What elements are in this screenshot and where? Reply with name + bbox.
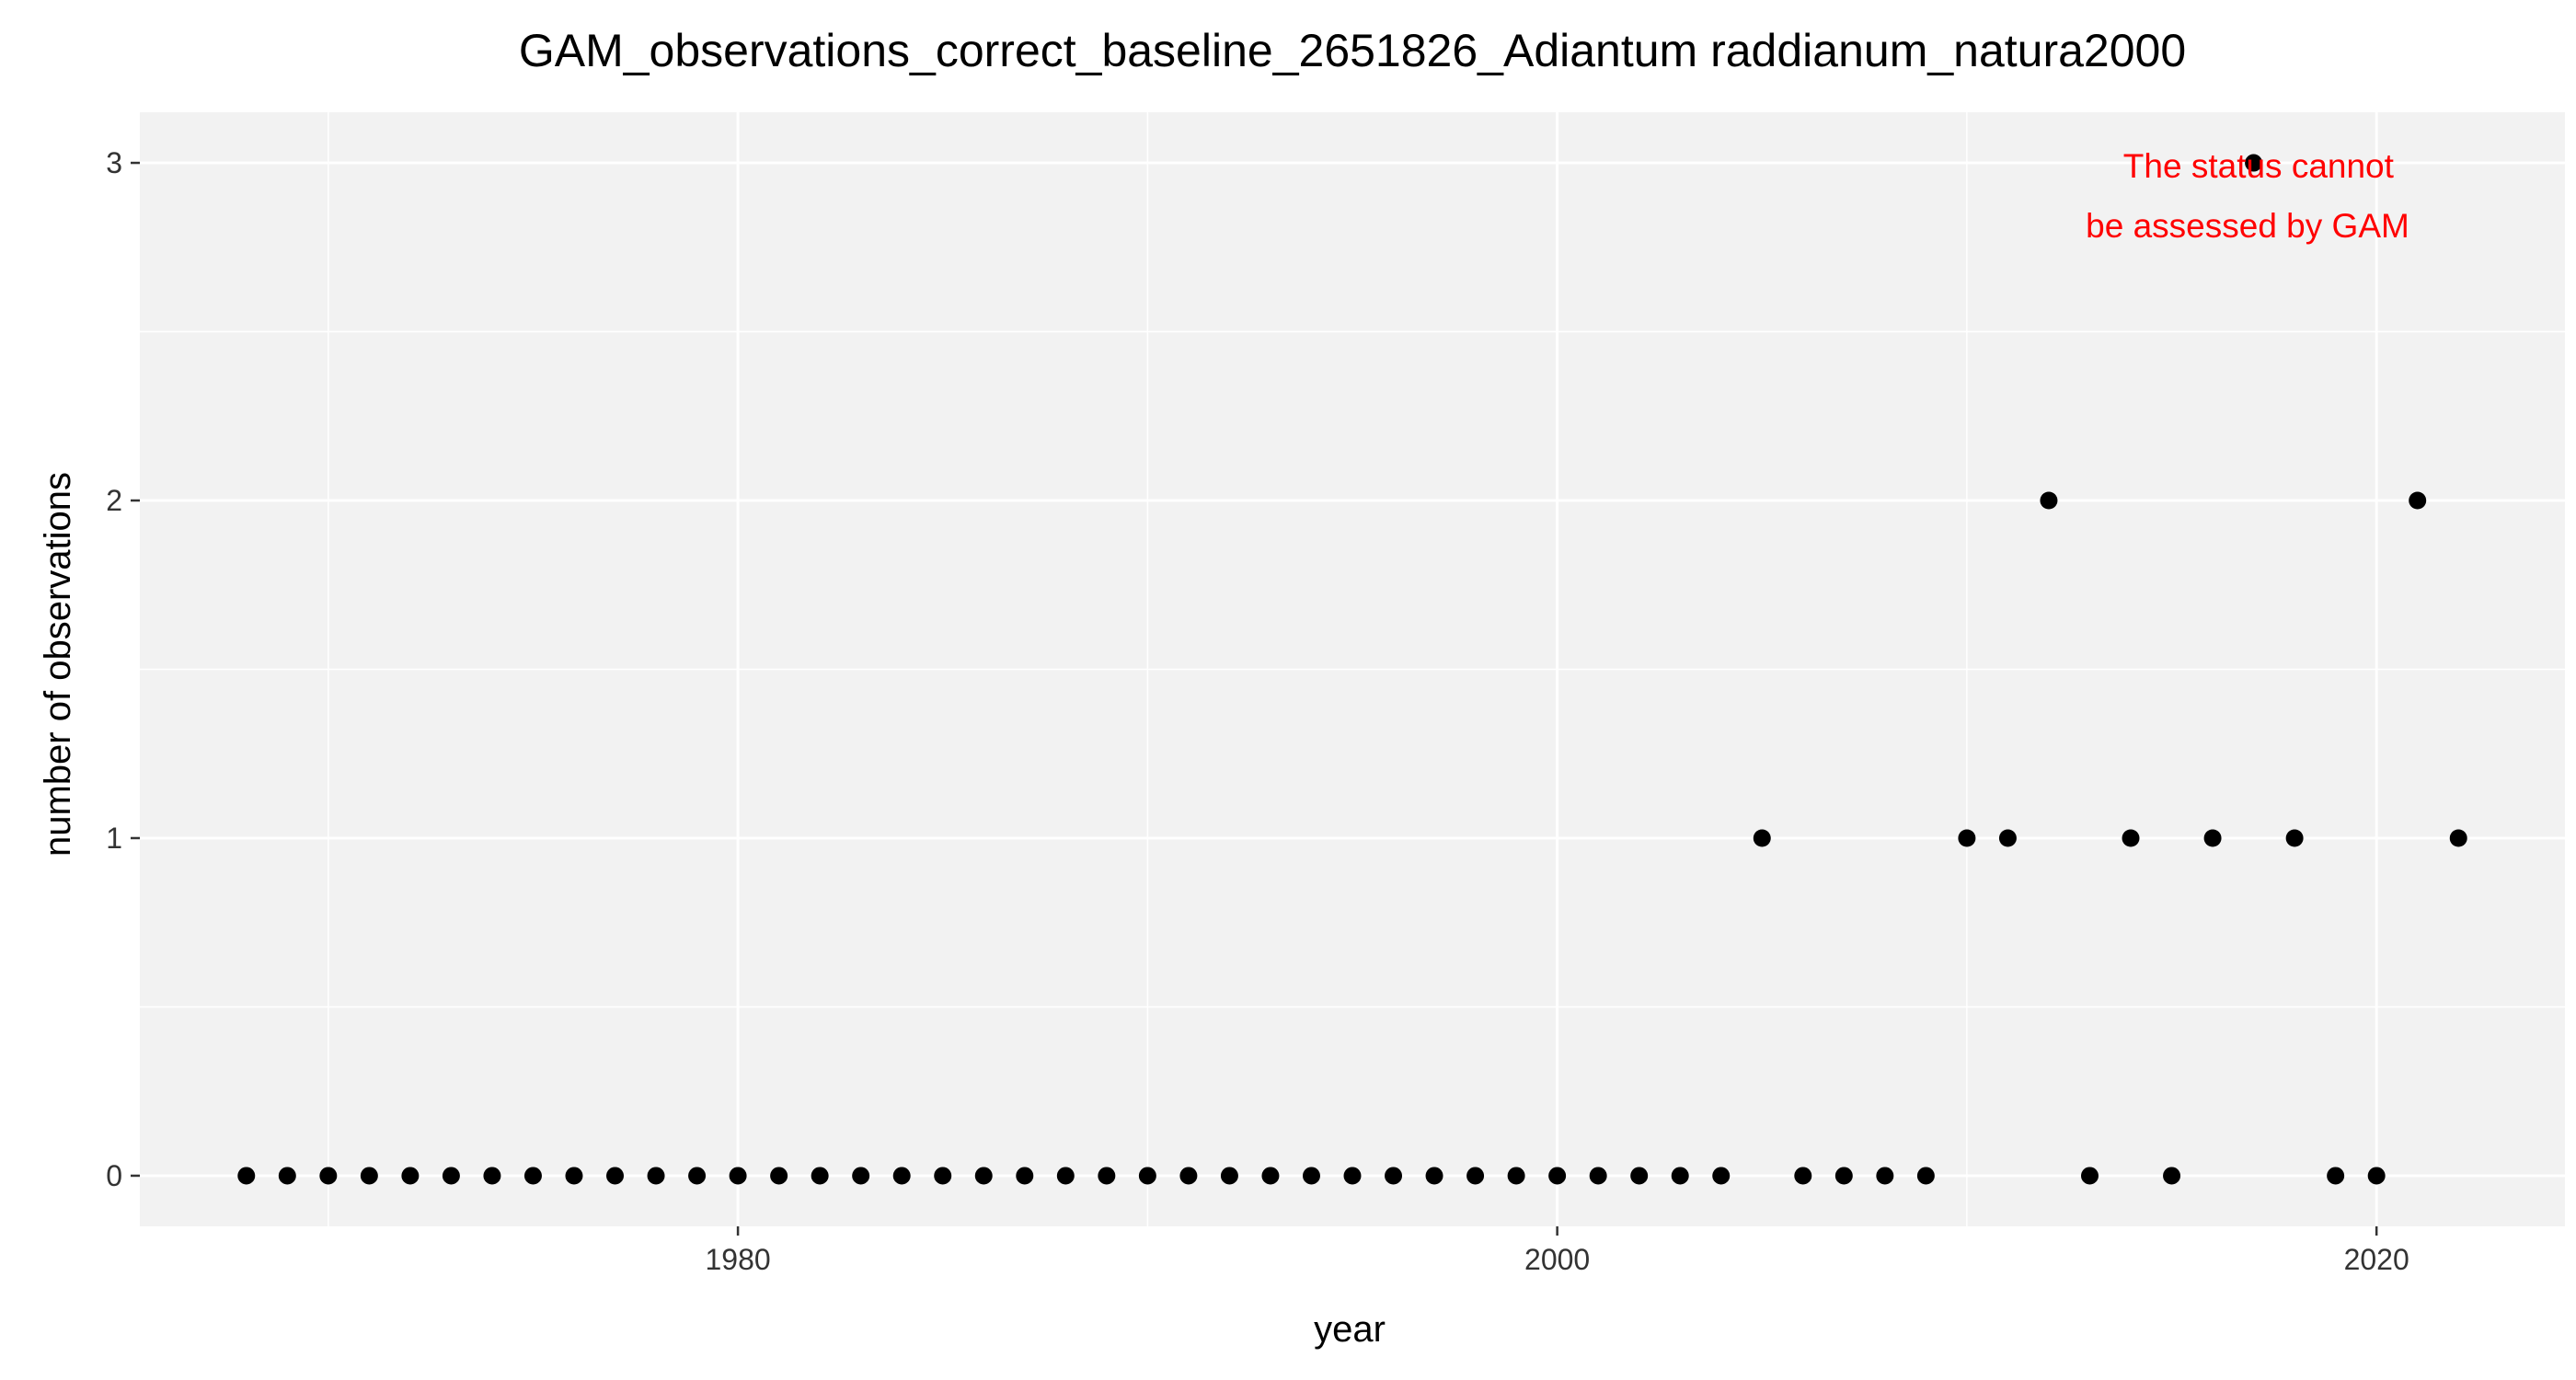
data-point bbox=[1916, 1167, 1935, 1185]
data-point bbox=[2409, 491, 2427, 510]
data-point bbox=[442, 1167, 460, 1185]
y-tick-label: 2 bbox=[106, 484, 122, 517]
y-tick-label: 0 bbox=[106, 1159, 122, 1192]
data-point bbox=[1712, 1167, 1731, 1185]
data-point bbox=[606, 1167, 625, 1185]
chart-title: GAM_observations_correct_baseline_265182… bbox=[519, 25, 2186, 76]
minor-gridlines bbox=[140, 112, 2565, 1226]
data-point bbox=[278, 1167, 296, 1185]
annotation-line-1: The status cannot bbox=[2123, 147, 2395, 185]
data-point bbox=[2122, 829, 2140, 847]
data-point bbox=[2040, 491, 2058, 510]
x-tick-label: 2000 bbox=[1524, 1243, 1590, 1276]
data-point bbox=[1220, 1167, 1238, 1185]
data-point bbox=[729, 1167, 747, 1185]
data-point bbox=[2080, 1167, 2099, 1185]
data-point bbox=[1958, 829, 1976, 847]
x-tick-label: 2020 bbox=[2344, 1243, 2409, 1276]
data-point bbox=[688, 1167, 707, 1185]
data-point bbox=[1876, 1167, 1894, 1185]
data-point bbox=[974, 1167, 993, 1185]
data-point bbox=[1589, 1167, 1607, 1185]
data-point bbox=[2245, 154, 2263, 172]
data-point bbox=[1834, 1167, 1853, 1185]
data-point bbox=[360, 1167, 378, 1185]
data-point bbox=[1302, 1167, 1320, 1185]
y-tick-label: 3 bbox=[106, 146, 122, 179]
data-point bbox=[483, 1167, 501, 1185]
data-point bbox=[1548, 1167, 1567, 1185]
data-points bbox=[237, 154, 2467, 1185]
data-point bbox=[1507, 1167, 1525, 1185]
data-point bbox=[319, 1167, 338, 1185]
data-point bbox=[401, 1167, 420, 1185]
data-point bbox=[2203, 829, 2222, 847]
data-point bbox=[2285, 829, 2304, 847]
data-point bbox=[2163, 1167, 2181, 1185]
data-point bbox=[1098, 1167, 1116, 1185]
x-axis-title: year bbox=[1314, 1309, 1386, 1350]
data-point bbox=[770, 1167, 788, 1185]
data-point bbox=[523, 1167, 542, 1185]
data-point bbox=[1016, 1167, 1034, 1185]
annotation-line-2: be assessed by GAM bbox=[2086, 207, 2409, 245]
data-point bbox=[1179, 1167, 1198, 1185]
data-point bbox=[1261, 1167, 1280, 1185]
y-axis-title: number of observations bbox=[38, 472, 78, 857]
data-point bbox=[1998, 829, 2017, 847]
data-point bbox=[1343, 1167, 1362, 1185]
data-point bbox=[1466, 1167, 1485, 1185]
data-point bbox=[852, 1167, 870, 1185]
data-point bbox=[647, 1167, 665, 1185]
y-tick-label: 1 bbox=[106, 822, 122, 855]
data-point bbox=[892, 1167, 911, 1185]
data-point bbox=[565, 1167, 583, 1185]
x-tick-label: 1980 bbox=[706, 1243, 771, 1276]
data-point bbox=[1056, 1167, 1075, 1185]
tick-labels: 1980 2000 2020 0 1 2 3 bbox=[106, 146, 2409, 1276]
data-point bbox=[1138, 1167, 1156, 1185]
data-point bbox=[2327, 1167, 2345, 1185]
data-point bbox=[237, 1167, 256, 1185]
data-point bbox=[1425, 1167, 1443, 1185]
data-point bbox=[1385, 1167, 1403, 1185]
data-point bbox=[1630, 1167, 1649, 1185]
data-point bbox=[1671, 1167, 1689, 1185]
data-point bbox=[811, 1167, 829, 1185]
data-point bbox=[1753, 829, 1771, 847]
gam-status-annotation: The status cannot be assessed by GAM bbox=[2086, 147, 2409, 245]
data-point bbox=[2367, 1167, 2386, 1185]
data-point bbox=[1794, 1167, 1812, 1185]
data-point bbox=[2449, 829, 2467, 847]
data-point bbox=[934, 1167, 952, 1185]
axis-ticks bbox=[131, 161, 2378, 1236]
